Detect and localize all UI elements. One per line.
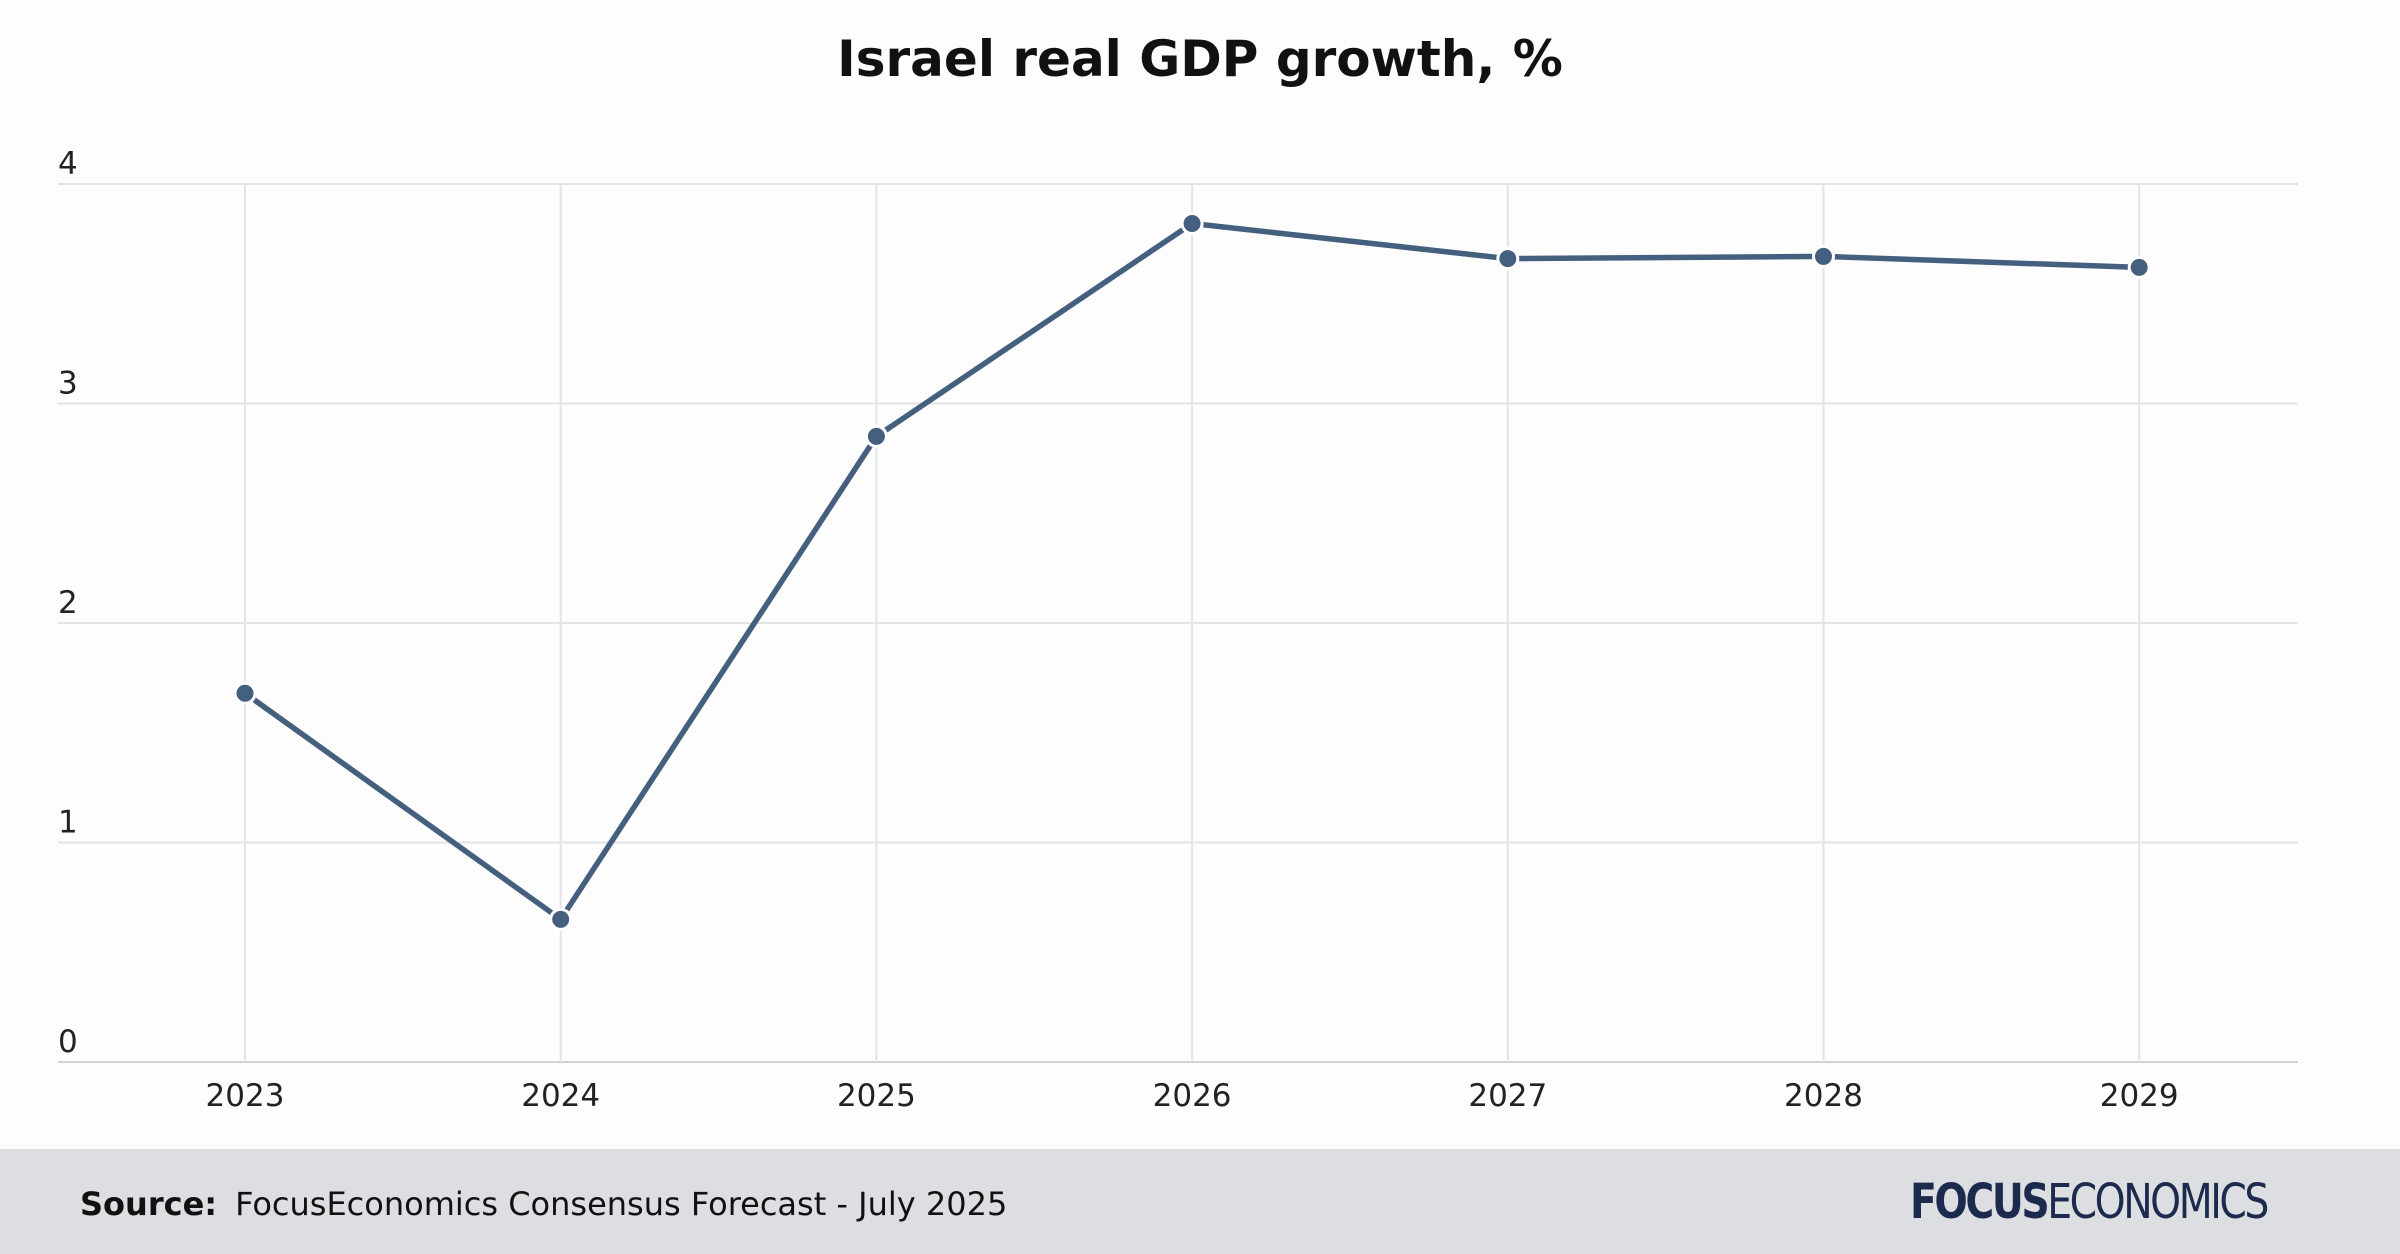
y-tick-label: 2 xyxy=(58,585,78,621)
y-tick-label: 1 xyxy=(58,805,78,841)
focuseconomics-logo: FOCUSECONOMICS xyxy=(1910,1174,2269,1230)
x-tick-label: 2023 xyxy=(206,1078,285,1114)
data-point xyxy=(233,681,257,705)
data-point xyxy=(864,424,888,448)
grid xyxy=(58,183,2298,1063)
logo-text-bold: FOCUS xyxy=(1910,1174,2050,1230)
line-chart: 0 1 2 3 4 2023 2024 2025 2026 2027 2028 2029 xyxy=(58,146,2298,1114)
footer: Source: FocusEconomics Consensus Forecast… xyxy=(0,1149,2400,1254)
data-series xyxy=(233,212,2151,931)
data-point xyxy=(549,907,573,931)
data-point xyxy=(1812,244,1835,268)
x-tick-label: 2029 xyxy=(2100,1078,2179,1114)
chart-title: Israel real GDP growth, % xyxy=(837,30,1563,88)
y-tick-label: 0 xyxy=(58,1024,78,1060)
x-tick-label: 2024 xyxy=(521,1078,600,1114)
x-tick-label: 2026 xyxy=(1153,1078,1232,1114)
data-point xyxy=(2127,255,2151,279)
data-point xyxy=(1180,212,1204,236)
source-text: FocusEconomics Consensus Forecast - July… xyxy=(235,1185,1008,1223)
y-tick-label: 4 xyxy=(58,146,78,182)
source-note: Source: FocusEconomics Consensus Forecast… xyxy=(80,1185,1007,1223)
source-label: Source: xyxy=(80,1185,218,1223)
logo-text-light: ECONOMICS xyxy=(2047,1174,2269,1230)
x-tick-label: 2027 xyxy=(1468,1078,1547,1114)
y-tick-label: 3 xyxy=(58,366,78,402)
x-tick-label: 2025 xyxy=(837,1078,916,1114)
x-tick-label: 2028 xyxy=(1784,1078,1863,1114)
data-point xyxy=(1496,247,1520,271)
axis-labels: 0 1 2 3 4 2023 2024 2025 2026 2027 2028 2029 xyxy=(58,146,2179,1114)
